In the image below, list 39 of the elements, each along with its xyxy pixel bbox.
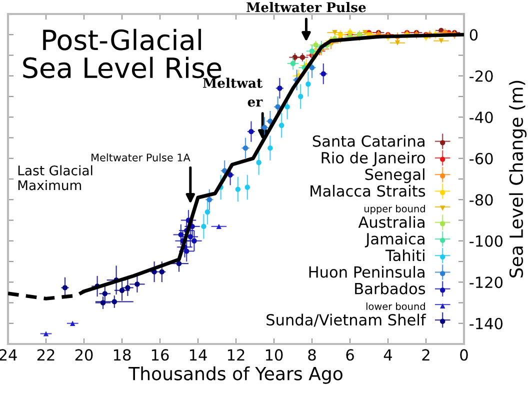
x-tick-label: 0 [460, 349, 468, 361]
legend-label: Malacca Straits [310, 184, 426, 197]
text: Post-Glacial Sea Level Rise [23, 28, 222, 78]
text: Meltwater Pulse [246, 2, 366, 12]
legend-label: Barbados [355, 282, 426, 294]
annotation: Meltwat er [203, 78, 263, 107]
y-tick-label: 0 [470, 29, 478, 41]
x-tick-label: 16 [152, 349, 169, 361]
legend-label: Senegal [365, 168, 424, 184]
x-tick-label: 12 [228, 349, 244, 360]
x-tick-label: 4 [384, 349, 392, 360]
y-tick-label: -120 [470, 276, 503, 288]
y-tick-label: -140 [470, 318, 503, 330]
x-tick-label: 6 [346, 349, 354, 361]
x-tick-label: 10 [266, 349, 283, 361]
x-tick-label: 2 [422, 349, 430, 360]
y-axis-title: Sea Level Change (m) [509, 80, 527, 278]
x-tick-label: 14 [190, 349, 207, 360]
legend-label: upper bound [364, 204, 425, 214]
x-tick-label: 8 [308, 349, 316, 361]
legend-label: Sunda/Vietnam Shelf [266, 314, 426, 327]
legend-label: Huon Peninsula [309, 266, 424, 278]
y-tick-label: -80 [470, 194, 493, 206]
x-tick-label: 22 [37, 349, 54, 360]
legend-label: Tahiti [385, 249, 424, 262]
legend-label: Santa Catarina [312, 135, 424, 147]
annotation: Last Glacial Maximum [18, 165, 92, 190]
x-tick-label: 20 [75, 349, 93, 361]
legend-label: Rio de Janeiro [322, 152, 425, 166]
y-tick-label: -60 [470, 152, 493, 164]
legend-label: lower bound [366, 302, 425, 310]
annotation: Meltwater Pulse 1A [92, 153, 190, 162]
y-tick-label: -100 [470, 235, 503, 247]
x-tick-label: 18 [114, 349, 131, 361]
x-axis-title: Thousands of Years Ago [128, 366, 342, 384]
legend-label: Australia [358, 216, 424, 228]
y-tick-label: -40 [470, 112, 493, 124]
y-tick-label: -20 [470, 70, 493, 82]
legend-label: Jamaica [364, 232, 424, 248]
